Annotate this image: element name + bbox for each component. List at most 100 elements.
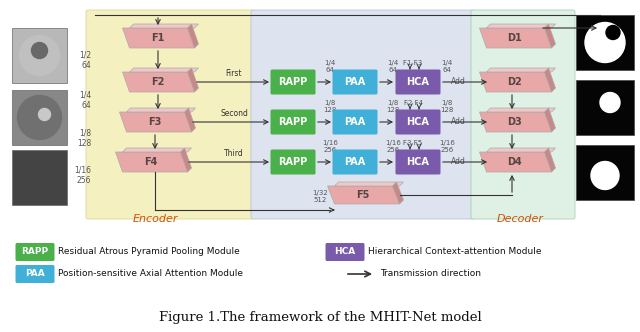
- Bar: [576, 145, 634, 200]
- FancyBboxPatch shape: [471, 10, 575, 219]
- Text: F3: F3: [148, 117, 162, 127]
- Polygon shape: [129, 24, 198, 28]
- Circle shape: [38, 109, 51, 121]
- Text: Third: Third: [224, 149, 244, 158]
- Text: RAPP: RAPP: [278, 117, 308, 127]
- Text: 1/4
64: 1/4 64: [79, 90, 91, 110]
- Polygon shape: [188, 24, 198, 48]
- FancyBboxPatch shape: [86, 10, 255, 219]
- Text: 1/4
64: 1/4 64: [324, 60, 335, 73]
- Text: HCA: HCA: [406, 77, 429, 87]
- Text: Transmission direction: Transmission direction: [380, 270, 481, 279]
- Polygon shape: [120, 112, 191, 132]
- Text: 1/8
128: 1/8 128: [77, 128, 91, 148]
- Text: PAA: PAA: [344, 117, 365, 127]
- Polygon shape: [115, 152, 188, 172]
- Text: 1/2
64: 1/2 64: [79, 50, 91, 70]
- Polygon shape: [545, 108, 556, 132]
- FancyBboxPatch shape: [326, 243, 365, 261]
- FancyBboxPatch shape: [271, 69, 316, 95]
- Polygon shape: [545, 24, 556, 48]
- Text: D2: D2: [508, 77, 522, 87]
- Text: F1: F1: [151, 33, 164, 43]
- Polygon shape: [392, 182, 403, 204]
- Polygon shape: [486, 24, 556, 28]
- Text: PAA: PAA: [344, 157, 365, 167]
- Polygon shape: [129, 68, 198, 72]
- Polygon shape: [122, 28, 195, 48]
- Polygon shape: [486, 148, 556, 152]
- Text: D3: D3: [508, 117, 522, 127]
- Text: Add: Add: [451, 157, 466, 167]
- Polygon shape: [180, 148, 191, 172]
- Text: F2 F4: F2 F4: [403, 100, 422, 106]
- Text: F2: F2: [151, 77, 164, 87]
- Circle shape: [606, 26, 620, 40]
- Text: F4: F4: [144, 157, 157, 167]
- FancyBboxPatch shape: [15, 265, 54, 283]
- Text: F5: F5: [356, 190, 370, 200]
- Text: Encoder: Encoder: [132, 214, 178, 224]
- Circle shape: [17, 96, 61, 139]
- Text: 1/16
256: 1/16 256: [74, 165, 91, 185]
- Bar: [576, 80, 634, 135]
- Text: HCA: HCA: [406, 117, 429, 127]
- Text: D4: D4: [508, 157, 522, 167]
- Text: 1/8
128: 1/8 128: [440, 100, 454, 113]
- Polygon shape: [188, 68, 198, 92]
- Text: 1/4
64: 1/4 64: [387, 60, 399, 73]
- Polygon shape: [545, 148, 556, 172]
- Circle shape: [591, 161, 619, 190]
- Text: 1/32
512: 1/32 512: [312, 190, 328, 203]
- FancyBboxPatch shape: [333, 110, 378, 134]
- Polygon shape: [479, 152, 552, 172]
- Text: RAPP: RAPP: [278, 157, 308, 167]
- Text: 1/8
128: 1/8 128: [387, 100, 400, 113]
- Text: 1/16
256: 1/16 256: [439, 140, 455, 153]
- FancyBboxPatch shape: [271, 110, 316, 134]
- Text: Figure 1.The framework of the MHIT-Net model: Figure 1.The framework of the MHIT-Net m…: [159, 311, 481, 324]
- FancyBboxPatch shape: [271, 149, 316, 175]
- Polygon shape: [328, 186, 399, 204]
- Text: First: First: [226, 69, 243, 78]
- Bar: [576, 15, 634, 70]
- Text: Position-sensitive Axial Attention Module: Position-sensitive Axial Attention Modul…: [58, 270, 243, 279]
- Polygon shape: [184, 108, 195, 132]
- Polygon shape: [122, 72, 195, 92]
- FancyBboxPatch shape: [333, 149, 378, 175]
- Polygon shape: [335, 182, 403, 186]
- Text: 1/16
256: 1/16 256: [322, 140, 338, 153]
- Polygon shape: [545, 68, 556, 92]
- Text: 1/8
128: 1/8 128: [323, 100, 337, 113]
- Text: Decoder: Decoder: [497, 214, 543, 224]
- Text: PAA: PAA: [344, 77, 365, 87]
- Circle shape: [31, 42, 47, 58]
- Text: HCA: HCA: [406, 157, 429, 167]
- Polygon shape: [479, 112, 552, 132]
- Polygon shape: [486, 108, 556, 112]
- Text: 1/4
64: 1/4 64: [442, 60, 452, 73]
- Text: 1/16
256: 1/16 256: [385, 140, 401, 153]
- Text: RAPP: RAPP: [278, 77, 308, 87]
- FancyBboxPatch shape: [396, 69, 440, 95]
- Text: Residual Atrous Pyramid Pooling Module: Residual Atrous Pyramid Pooling Module: [58, 247, 240, 257]
- Polygon shape: [479, 72, 552, 92]
- Text: Add: Add: [451, 118, 466, 126]
- FancyBboxPatch shape: [396, 149, 440, 175]
- Text: Second: Second: [220, 109, 248, 118]
- Text: D1: D1: [508, 33, 522, 43]
- Polygon shape: [127, 108, 195, 112]
- FancyBboxPatch shape: [333, 69, 378, 95]
- Circle shape: [585, 23, 625, 62]
- Polygon shape: [479, 28, 552, 48]
- FancyBboxPatch shape: [396, 110, 440, 134]
- Text: HCA: HCA: [334, 247, 356, 257]
- FancyBboxPatch shape: [251, 10, 475, 219]
- Text: F1 F3: F1 F3: [403, 60, 422, 66]
- Polygon shape: [486, 68, 556, 72]
- Text: PAA: PAA: [25, 270, 45, 279]
- Bar: [12, 28, 67, 83]
- Polygon shape: [122, 148, 191, 152]
- Text: RAPP: RAPP: [21, 247, 49, 257]
- Text: F3 F5: F3 F5: [403, 140, 422, 146]
